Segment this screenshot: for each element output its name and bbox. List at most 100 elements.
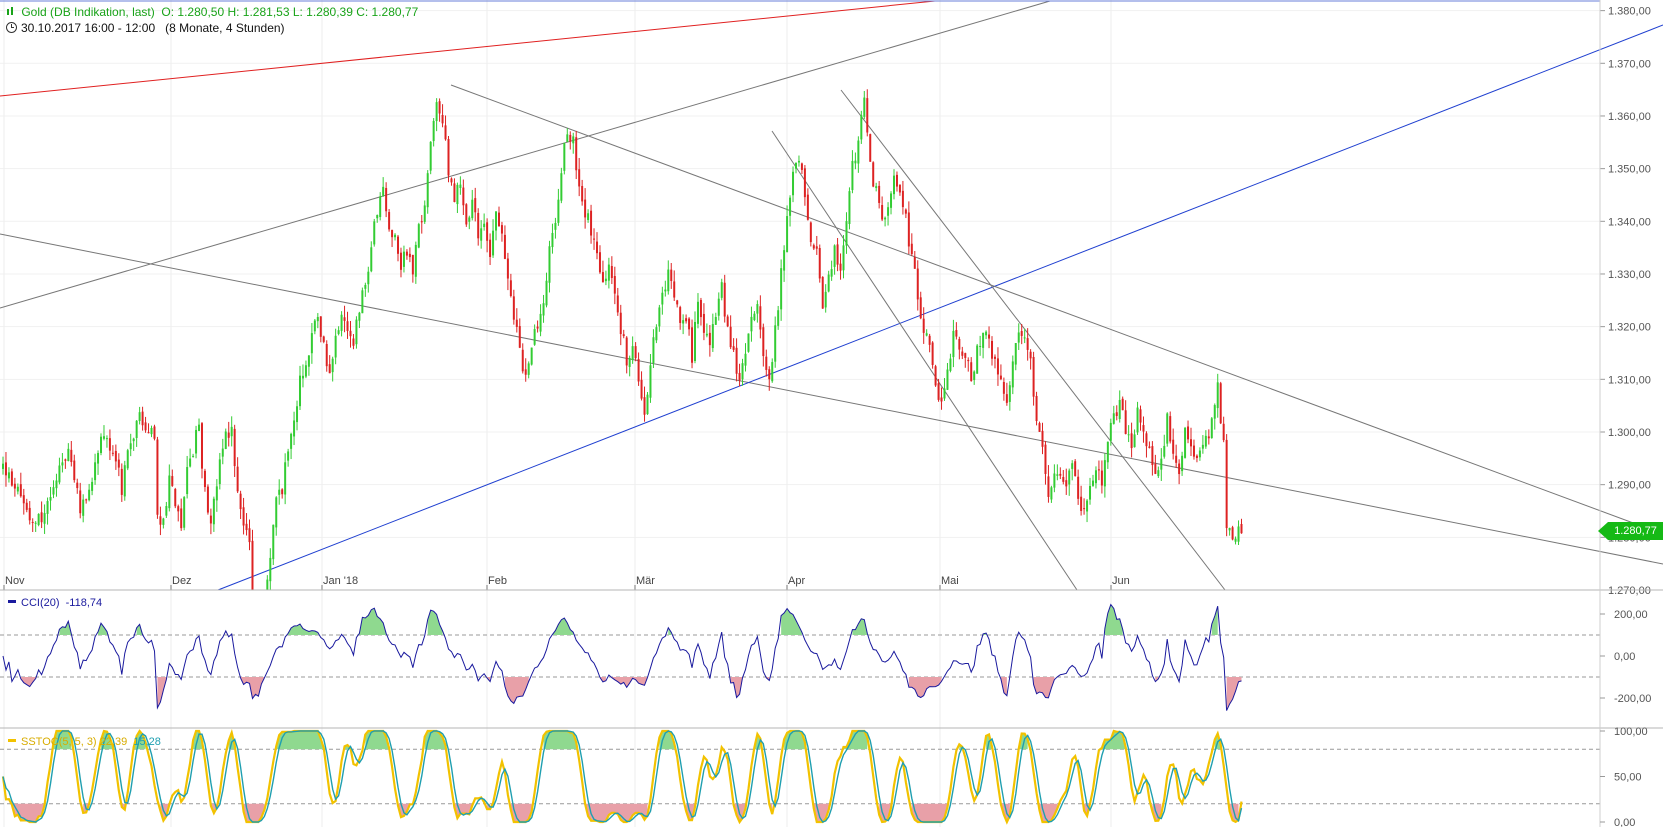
candle-body xyxy=(58,465,61,483)
sstoc-k-overbought-fill xyxy=(276,731,324,750)
candle-body xyxy=(705,333,708,336)
candle-body xyxy=(993,356,996,359)
candle-body xyxy=(1133,434,1136,448)
candle-body xyxy=(105,438,108,440)
candle-body xyxy=(414,244,417,277)
candle-body xyxy=(227,432,230,438)
instrument-icon xyxy=(6,7,15,16)
candle-body xyxy=(364,284,367,289)
candle-body xyxy=(1225,439,1228,529)
candle-body xyxy=(275,497,278,528)
subtitle-range: 30.10.2017 16:00 - 12:00 xyxy=(21,21,156,35)
candle-body xyxy=(857,140,860,164)
candle-body xyxy=(890,193,893,208)
candle-body xyxy=(76,482,79,489)
candle-body xyxy=(46,501,49,514)
candle-body xyxy=(420,221,423,223)
candle-body xyxy=(860,115,863,140)
candle-body xyxy=(135,420,138,438)
candle-body xyxy=(979,345,982,347)
candle-body xyxy=(19,484,22,497)
candle-body xyxy=(717,298,720,316)
candle-body xyxy=(1139,409,1142,423)
candle-body xyxy=(468,217,471,222)
candle-body xyxy=(299,375,301,407)
candle-body xyxy=(910,243,913,255)
candle-body xyxy=(1005,394,1008,403)
candle-body xyxy=(245,523,248,531)
grid-lines xyxy=(0,0,1600,827)
candle-body xyxy=(925,333,928,336)
candle-body xyxy=(206,486,209,513)
candle-body xyxy=(973,371,976,380)
candle-body xyxy=(854,160,857,164)
candle-body xyxy=(530,347,533,365)
sstoc-k-overbought-fill xyxy=(1101,731,1126,750)
cci-legend[interactable]: CCI(20) -118,74 xyxy=(8,597,102,609)
candle-body xyxy=(824,291,827,308)
candle-body xyxy=(319,316,322,337)
candle-body xyxy=(783,250,786,271)
candle-body xyxy=(1219,383,1222,424)
price-tick-label: 1.290,00 xyxy=(1608,480,1651,492)
candle-body xyxy=(34,522,37,524)
sstoc-k-overbought-fill xyxy=(365,731,390,750)
candle-body xyxy=(839,263,842,271)
support-line-blue xyxy=(217,24,1663,591)
candle-body xyxy=(334,335,337,358)
candle-body xyxy=(195,429,198,454)
sstoc-legend[interactable]: SSTOC(5, 5, 3) 22,39 15,28 xyxy=(8,736,161,748)
candle-body xyxy=(913,256,916,269)
candle-body xyxy=(1053,473,1056,488)
candle-body xyxy=(480,228,483,241)
candle-body xyxy=(1035,395,1038,422)
candle-body xyxy=(996,358,999,375)
candle-body xyxy=(1210,418,1213,439)
candle-body xyxy=(492,230,495,256)
candle-body xyxy=(619,312,622,335)
candle-body xyxy=(593,238,596,240)
candle-body xyxy=(266,579,269,590)
candle-body xyxy=(970,362,973,381)
candle-body xyxy=(4,462,7,476)
sstoc-label: SSTOC(5, 5, 3) xyxy=(21,736,97,748)
candle-body xyxy=(652,337,655,364)
candle-body xyxy=(337,330,340,334)
candle-body xyxy=(73,460,76,481)
candle-body xyxy=(1222,423,1225,441)
candle-body xyxy=(394,234,397,238)
down-trend-line-2 xyxy=(771,130,1078,591)
candle-body xyxy=(884,217,887,220)
candle-body xyxy=(958,339,961,350)
cci-overbought-fill xyxy=(552,618,574,635)
candle-body xyxy=(1041,430,1044,447)
candle-body xyxy=(385,187,388,212)
candle-body xyxy=(147,432,150,434)
candle-body xyxy=(441,114,444,124)
trend-lines xyxy=(0,0,1663,591)
resistance-line-red xyxy=(0,0,936,97)
candle-body xyxy=(399,252,402,270)
candle-body xyxy=(281,489,284,495)
candle-body xyxy=(423,205,426,222)
candle-body xyxy=(512,296,515,320)
candle-body xyxy=(955,330,958,337)
candle-body xyxy=(272,524,275,560)
price-tick-label: 1.340,00 xyxy=(1608,216,1651,228)
candle-body xyxy=(22,495,25,504)
candle-body xyxy=(233,428,236,467)
candle-body xyxy=(943,388,946,399)
candle-body xyxy=(735,347,738,374)
candle-body xyxy=(150,427,153,435)
candle-body xyxy=(732,346,735,350)
candle-body xyxy=(417,224,420,248)
candle-body xyxy=(726,316,729,327)
candle-body xyxy=(682,320,685,324)
candle-body xyxy=(744,353,747,366)
candle-body xyxy=(450,178,453,183)
candle-body xyxy=(331,358,334,373)
candle-body xyxy=(836,244,839,265)
candle-body xyxy=(845,221,848,246)
candle-body xyxy=(162,518,165,525)
candle-body xyxy=(10,471,13,486)
